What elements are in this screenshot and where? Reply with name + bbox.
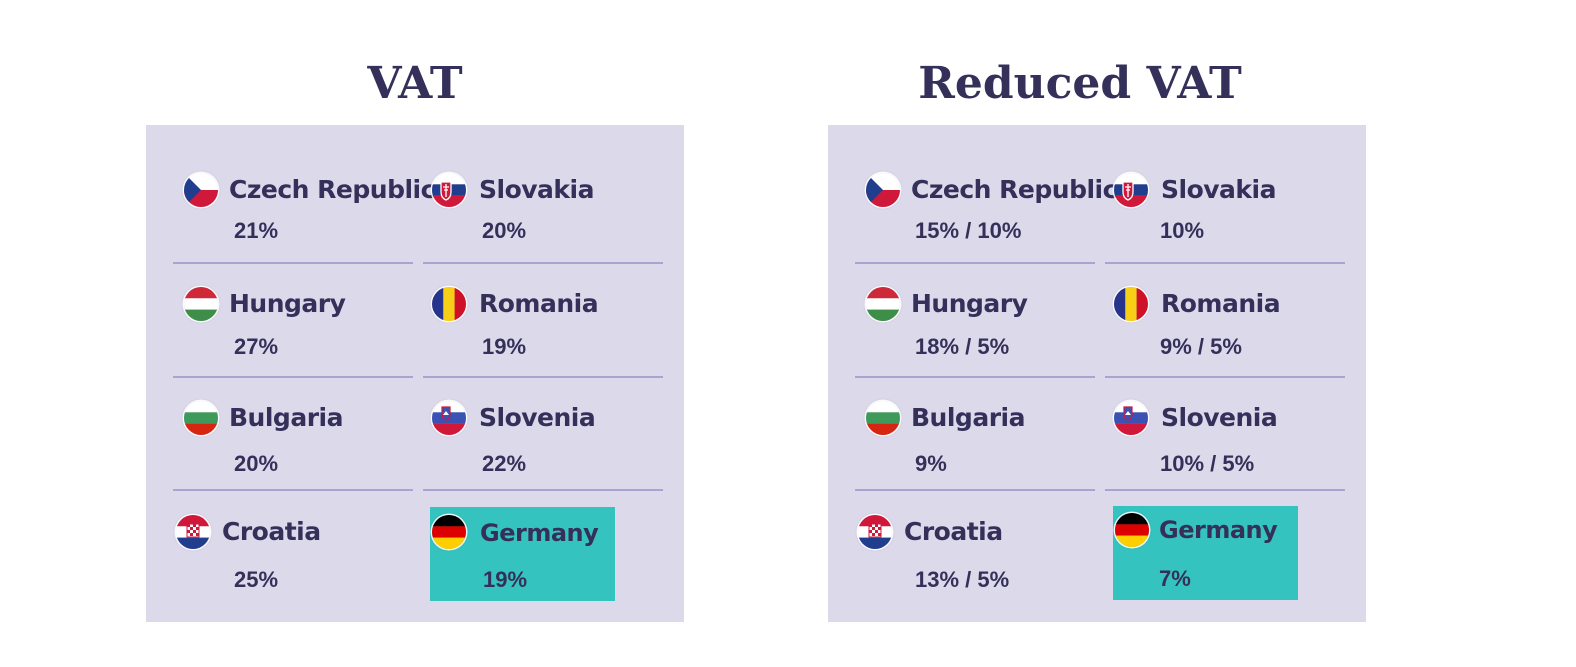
country-name: Slovenia bbox=[1161, 403, 1278, 432]
country-cell-romania: Romania 19% bbox=[424, 267, 664, 371]
country-name: Czech Republic bbox=[229, 175, 435, 204]
country-cell-slovakia: Slovakia 20% bbox=[424, 153, 664, 257]
country-name: Czech Republic bbox=[911, 175, 1117, 204]
vat-rate: 22% bbox=[482, 451, 527, 476]
country-name: Romania bbox=[479, 289, 599, 318]
bulgaria-flag-icon bbox=[184, 401, 218, 435]
country-cell-czech-republic: Czech Republic 21% bbox=[174, 153, 435, 257]
hungary-flag-icon bbox=[184, 287, 218, 321]
vat-rate: 20% bbox=[482, 218, 527, 243]
reduced-vat-rate: 10% / 5% bbox=[1160, 451, 1255, 476]
row-divider bbox=[1105, 376, 1345, 378]
country-name: Hungary bbox=[911, 289, 1028, 318]
country-cell-slovenia: Slovenia 22% bbox=[424, 381, 664, 485]
country-name: Bulgaria bbox=[229, 403, 343, 432]
czech-flag-icon bbox=[184, 173, 218, 207]
vat-title: VAT bbox=[367, 58, 463, 109]
reduced-vat-rate: 9% bbox=[915, 451, 947, 476]
slovenia-flag-icon bbox=[1114, 401, 1148, 435]
reduced-vat-title: Reduced VAT bbox=[918, 58, 1242, 109]
country-name: Slovakia bbox=[479, 175, 594, 204]
czech-flag-icon bbox=[866, 173, 900, 207]
reduced-vat-rate: 13% / 5% bbox=[915, 567, 1010, 592]
country-name: Romania bbox=[1161, 289, 1281, 318]
country-cell-slovenia: Slovenia 10% / 5% bbox=[1106, 381, 1346, 485]
vat-rate: 25% bbox=[234, 567, 279, 592]
croatia-flag-icon bbox=[858, 515, 892, 549]
country-cell-romania: Romania 9% / 5% bbox=[1106, 267, 1346, 371]
reduced-vat-card: Czech Republic 15% / 10% Slovakia 10% Hu… bbox=[828, 125, 1366, 622]
country-name: Slovakia bbox=[1161, 175, 1276, 204]
country-cell-bulgaria: Bulgaria 20% bbox=[174, 381, 414, 485]
row-divider bbox=[423, 262, 663, 264]
row-divider bbox=[423, 489, 663, 491]
country-cell-bulgaria: Bulgaria 9% bbox=[856, 381, 1096, 485]
germany-flag-icon bbox=[1115, 513, 1149, 547]
row-divider bbox=[173, 489, 413, 491]
vat-rate: 20% bbox=[234, 451, 279, 476]
row-divider bbox=[855, 489, 1095, 491]
country-cell-croatia: Croatia 13% / 5% bbox=[856, 495, 1096, 599]
vat-rate: 19% bbox=[483, 567, 528, 592]
reduced-vat-rate: 15% / 10% bbox=[915, 218, 1022, 243]
romania-flag-icon bbox=[432, 287, 466, 321]
germany-flag-icon bbox=[432, 515, 466, 549]
slovakia-flag-icon bbox=[432, 173, 466, 207]
country-name: Slovenia bbox=[479, 403, 596, 432]
country-name: Bulgaria bbox=[911, 403, 1025, 432]
country-cell-germany: Germany 19% bbox=[430, 507, 615, 601]
vat-rate: 21% bbox=[234, 218, 279, 243]
row-divider bbox=[173, 262, 413, 264]
row-divider bbox=[1105, 262, 1345, 264]
country-cell-germany: Germany 7% bbox=[1113, 506, 1298, 600]
vat-card: Czech Republic 21% Slovakia 20% Hungary … bbox=[146, 125, 684, 622]
country-cell-slovakia: Slovakia 10% bbox=[1106, 153, 1346, 257]
reduced-vat-rate: 18% / 5% bbox=[915, 334, 1010, 359]
vat-rate: 19% bbox=[482, 334, 527, 359]
slovenia-flag-icon bbox=[432, 401, 466, 435]
country-name: Croatia bbox=[904, 517, 1003, 546]
country-cell-czech-republic: Czech Republic 15% / 10% bbox=[856, 153, 1117, 257]
country-cell-hungary: Hungary 27% bbox=[174, 267, 414, 371]
reduced-vat-rate: 10% bbox=[1160, 218, 1205, 243]
hungary-flag-icon bbox=[866, 287, 900, 321]
row-divider bbox=[173, 376, 413, 378]
reduced-vat-rate: 9% / 5% bbox=[1160, 334, 1242, 359]
vat-rate: 27% bbox=[234, 334, 279, 359]
bulgaria-flag-icon bbox=[866, 401, 900, 435]
row-divider bbox=[855, 376, 1095, 378]
country-name: Germany bbox=[480, 519, 599, 547]
row-divider bbox=[855, 262, 1095, 264]
row-divider bbox=[423, 376, 663, 378]
country-name: Germany bbox=[1159, 516, 1278, 544]
country-name: Croatia bbox=[222, 517, 321, 546]
reduced-vat-rate: 7% bbox=[1159, 566, 1191, 591]
country-cell-croatia: Croatia 25% bbox=[174, 495, 414, 599]
croatia-flag-icon bbox=[176, 515, 210, 549]
country-name: Hungary bbox=[229, 289, 346, 318]
romania-flag-icon bbox=[1114, 287, 1148, 321]
slovakia-flag-icon bbox=[1114, 173, 1148, 207]
row-divider bbox=[1105, 489, 1345, 491]
country-cell-hungary: Hungary 18% / 5% bbox=[856, 267, 1096, 371]
